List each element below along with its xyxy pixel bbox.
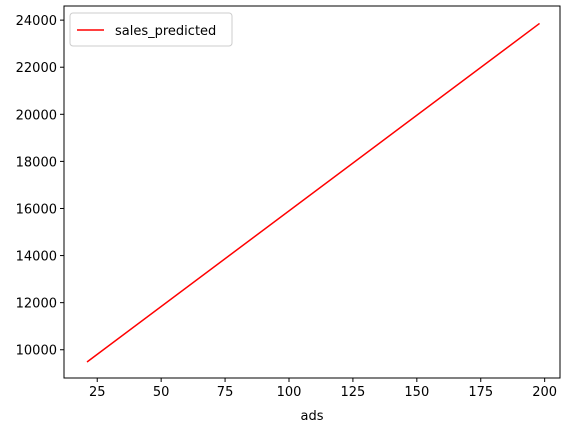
legend: sales_predicted <box>70 13 232 46</box>
y-tick-label: 10000 <box>16 344 57 359</box>
x-axis-ticks: 25 50 75 100 125 150 175 200 <box>89 378 557 400</box>
x-tick-label: 125 <box>340 385 365 400</box>
x-tick-label: 200 <box>532 385 557 400</box>
y-tick-label: 22000 <box>16 61 57 76</box>
y-tick-label: 20000 <box>16 108 57 123</box>
y-tick-label: 16000 <box>16 202 57 217</box>
x-tick-label: 25 <box>89 385 106 400</box>
x-tick-label: 150 <box>404 385 429 400</box>
y-tick-label: 24000 <box>16 14 57 29</box>
y-tick-label: 12000 <box>16 297 57 312</box>
x-tick-label: 75 <box>217 385 234 400</box>
y-tick-label: 14000 <box>16 250 57 265</box>
x-axis-label: ads <box>301 409 324 424</box>
legend-label-sales-predicted: sales_predicted <box>115 24 216 39</box>
y-tick-label: 18000 <box>16 155 57 170</box>
x-tick-label: 100 <box>277 385 302 400</box>
x-tick-label: 175 <box>468 385 493 400</box>
x-tick-label: 50 <box>153 385 170 400</box>
plot-background <box>64 6 560 378</box>
y-axis-ticks: 10000 12000 14000 16000 18000 20000 22000 24000 <box>16 14 64 359</box>
